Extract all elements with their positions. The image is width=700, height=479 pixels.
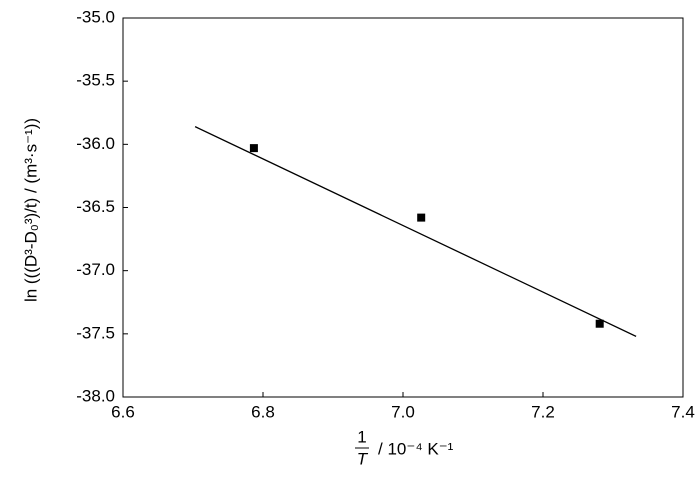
y-tick-label: -37.0 <box>76 260 115 279</box>
x-tick-label: 7.2 <box>531 402 555 421</box>
point <box>595 319 604 328</box>
y-label: ln (((D³-D₀³)/t) / (m³·s⁻¹)) <box>21 118 40 302</box>
y-tick-label: -35.0 <box>76 7 115 26</box>
y-tick-label: -37.5 <box>76 323 115 342</box>
x-tick-label: 6.8 <box>251 402 275 421</box>
plot-frame <box>122 17 684 398</box>
y-tick-label: -35.5 <box>76 71 115 90</box>
point <box>417 213 426 222</box>
fit-line <box>194 126 637 337</box>
x-tick-label: 7.4 <box>671 402 695 421</box>
x-label-numerator: 1 <box>357 427 366 446</box>
x-label-denominator: T <box>357 449 369 468</box>
x-label: / 10⁻⁴ K⁻¹ <box>378 439 454 458</box>
x-tick-label: 6.6 <box>111 402 135 421</box>
y-tick-label: -36.5 <box>76 197 115 216</box>
x-tick-label: 7.0 <box>391 402 415 421</box>
y-tick-label: -36.0 <box>76 134 115 153</box>
y-tick-label: -38.0 <box>76 386 115 405</box>
point <box>249 144 258 153</box>
